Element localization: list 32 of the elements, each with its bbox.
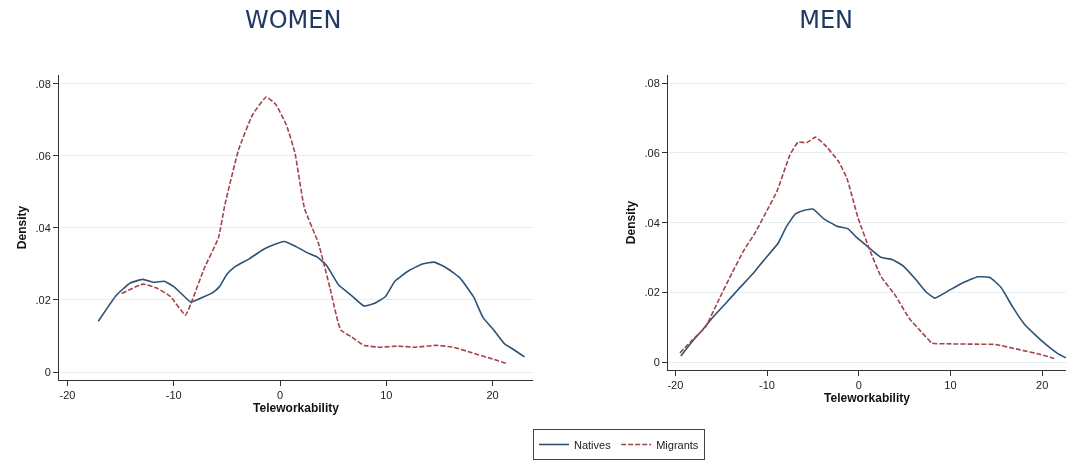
- line-series: [97, 240, 526, 358]
- x-tick-label: -10: [759, 379, 775, 392]
- x-tick-label: 0: [855, 379, 862, 392]
- y-tick-label: 0: [653, 356, 660, 369]
- legend-label: Natives: [574, 438, 612, 451]
- x-tick-label: -20: [59, 389, 76, 402]
- x-axis-title: Teleworkability: [253, 401, 340, 416]
- y-tick-label: .02: [35, 293, 51, 306]
- y-axis-title: Density: [14, 205, 29, 250]
- y-tick-label: 0: [44, 365, 51, 378]
- x-tick-label: 20: [1036, 379, 1049, 392]
- y-tick-label: .08: [644, 76, 660, 89]
- y-tick-label: .08: [35, 77, 51, 90]
- x-tick-label: 10: [944, 379, 957, 392]
- line-series: [679, 136, 1055, 360]
- y-tick-label: .06: [644, 146, 660, 159]
- legend-label: Migrants: [656, 438, 699, 451]
- y-tick-label: .06: [35, 149, 51, 162]
- x-tick-label: -20: [667, 379, 684, 392]
- x-axis-title: Teleworkability: [824, 391, 911, 406]
- x-tick-label: 0: [277, 389, 284, 402]
- line-series: [120, 96, 509, 365]
- chart-title: WOMEN: [244, 6, 342, 35]
- x-tick-label: -10: [165, 389, 182, 402]
- chart-title: MEN: [799, 6, 854, 35]
- x-tick-label: 20: [486, 389, 499, 402]
- y-axis-title: Density: [623, 200, 638, 245]
- y-tick-label: .02: [644, 286, 660, 299]
- x-tick-label: 10: [380, 389, 393, 402]
- y-tick-label: .04: [35, 221, 51, 234]
- y-tick-label: .04: [644, 216, 660, 229]
- line-series: [680, 208, 1066, 359]
